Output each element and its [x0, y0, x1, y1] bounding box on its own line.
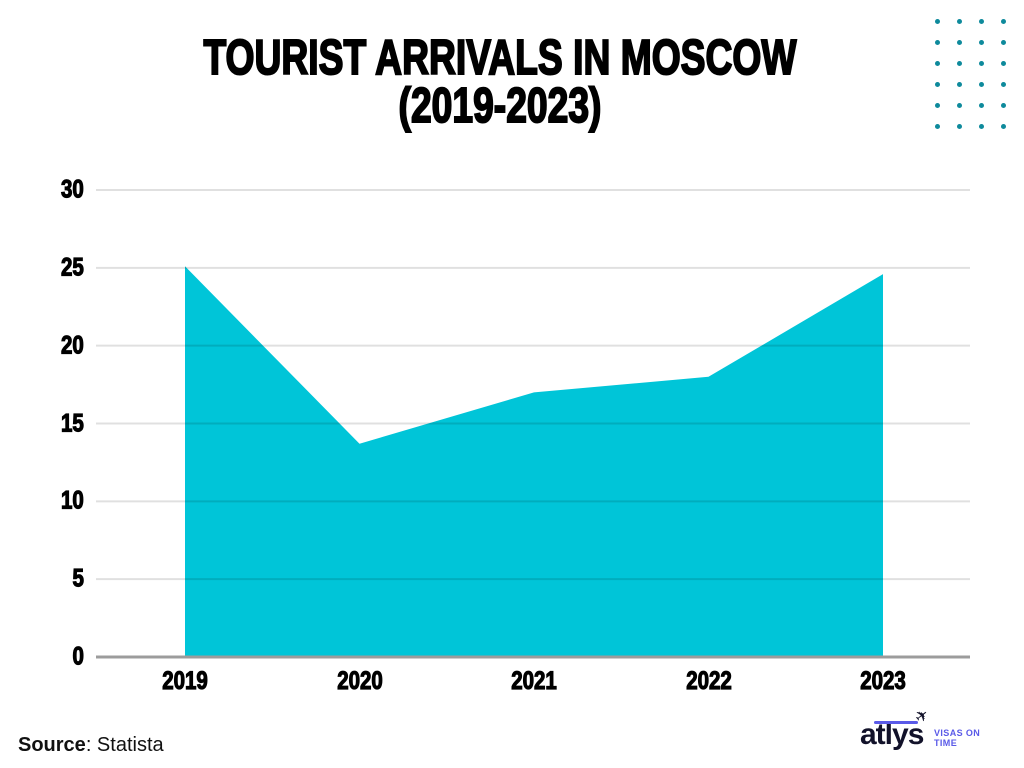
- decor-dot: [935, 61, 940, 66]
- area-series: [185, 266, 883, 657]
- y-axis-labels: 0 5 10 15 20 25 30: [0, 0, 85, 768]
- y-tick-label: 25: [61, 253, 85, 282]
- source-label: Source: [18, 734, 86, 756]
- decor-dot: [935, 124, 940, 129]
- y-tick-label: 10: [61, 486, 85, 515]
- x-tick-label: 2019: [162, 666, 209, 695]
- decor-dot: [979, 82, 984, 87]
- decor-dot: [957, 124, 962, 129]
- x-tick-label: 2021: [511, 666, 558, 695]
- decor-dot: [957, 19, 962, 24]
- decor-dot: [1001, 61, 1006, 66]
- decor-dot: [957, 61, 962, 66]
- source-value: : Statista: [85, 734, 164, 756]
- decor-dot: [1001, 103, 1006, 108]
- area-chart-svg: [96, 189, 970, 659]
- atlys-wordmark: atlys: [860, 718, 924, 751]
- decor-dot: [935, 40, 940, 45]
- decor-dot: [1001, 19, 1006, 24]
- decor-dot: [1001, 124, 1006, 129]
- decor-dot: [935, 103, 940, 108]
- decor-dot: [1001, 40, 1006, 45]
- y-tick-label: 0: [72, 642, 84, 671]
- decor-dot: [979, 124, 984, 129]
- decor-dot: [935, 19, 940, 24]
- chart-title-line1: TOURIST ARRIVALS IN MOSCOW: [203, 31, 798, 85]
- chart-title-line2: (2019-2023): [398, 79, 602, 133]
- decorative-dot-grid: [935, 19, 1006, 129]
- decor-dot: [979, 103, 984, 108]
- logo-tagline: VISAS ON TIME: [934, 728, 981, 748]
- decor-dot: [957, 103, 962, 108]
- decor-dot: [979, 61, 984, 66]
- logo-tagline-line2: TIME: [934, 737, 958, 748]
- y-tick-label: 30: [61, 175, 85, 204]
- decor-dot: [979, 40, 984, 45]
- area-chart-plot: [96, 189, 970, 659]
- x-tick-label: 2020: [336, 666, 383, 695]
- logo-tagline-line1: VISAS ON: [934, 728, 981, 738]
- decor-dot: [979, 19, 984, 24]
- decor-dot: [957, 82, 962, 87]
- decor-dot: [957, 40, 962, 45]
- source-note: Source: Statista: [18, 734, 164, 757]
- y-tick-label: 15: [61, 408, 85, 437]
- atlys-logo: atlys ✈ VISAS ON TIME: [860, 706, 1002, 760]
- chart-title: TOURIST ARRIVALS IN MOSCOW (2019-2023): [0, 31, 1000, 133]
- x-tick-label: 2022: [685, 666, 732, 695]
- x-tick-label: 2023: [860, 666, 907, 695]
- decor-dot: [935, 82, 940, 87]
- decor-dot: [1001, 82, 1006, 87]
- y-tick-label: 20: [61, 331, 85, 360]
- logo-overline: [874, 721, 918, 724]
- y-tick-label: 5: [72, 564, 84, 593]
